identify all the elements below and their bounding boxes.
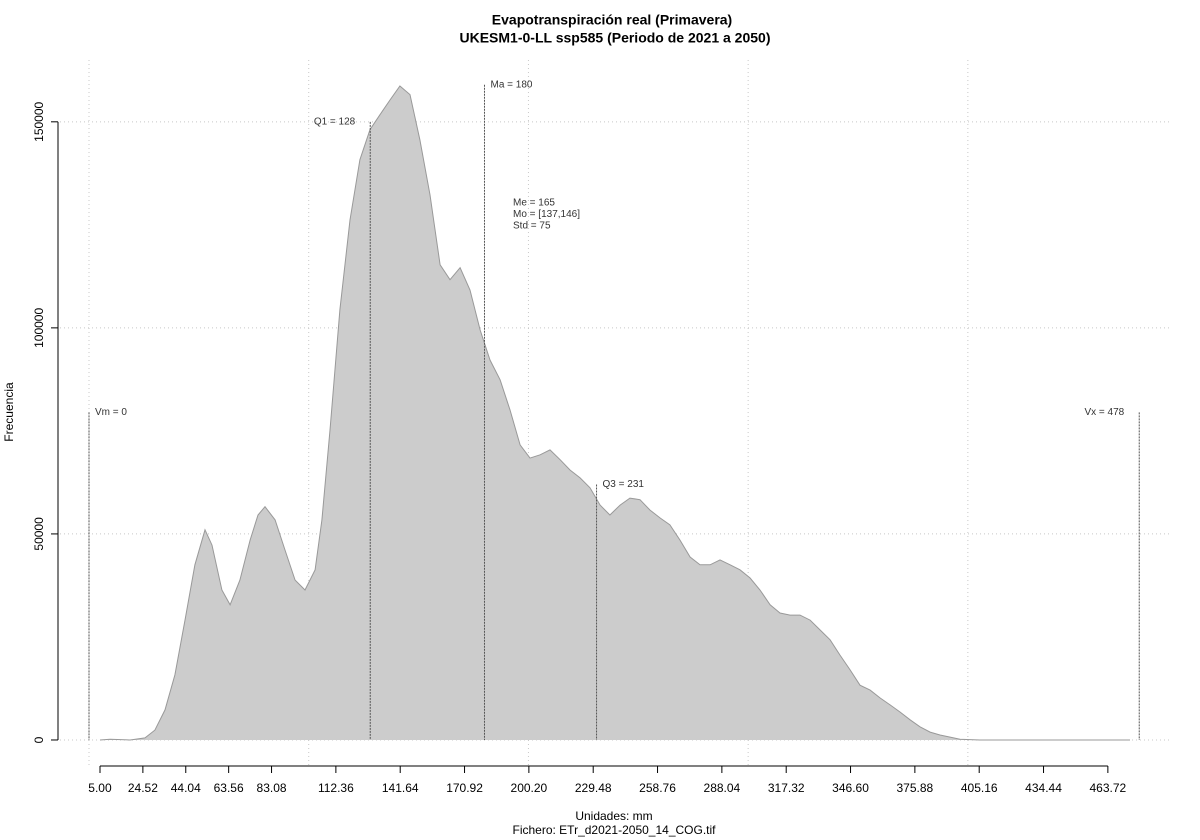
- marker-label: Q1 = 128: [314, 116, 356, 127]
- marker-label: Q3 = 231: [603, 479, 645, 490]
- x-axis-label: Unidades: mm: [575, 809, 652, 823]
- y-tick-label: 150000: [32, 101, 46, 141]
- marker-label: Vx = 478: [1084, 407, 1124, 418]
- x-tick-label: 141.64: [382, 781, 419, 795]
- x-tick-label: 170.92: [446, 781, 483, 795]
- x-tick-label: 375.88: [897, 781, 934, 795]
- x-tick-label: 44.04: [171, 781, 201, 795]
- x-tick-label: 317.32: [768, 781, 805, 795]
- x-tick-label: 405.16: [961, 781, 998, 795]
- y-tick-label: 50000: [32, 517, 46, 551]
- x-tick-label: 258.76: [639, 781, 676, 795]
- x-tick-label: 63.56: [214, 781, 244, 795]
- x-tick-label: 24.52: [128, 781, 158, 795]
- x-tick-label: 288.04: [704, 781, 741, 795]
- x-tick-label: 463.72: [1090, 781, 1127, 795]
- y-tick-label: 0: [32, 736, 46, 743]
- stat-label: Mo = [137,146]: [513, 209, 580, 220]
- stat-label: Std = 75: [513, 221, 551, 232]
- y-axis-label: Frecuencia: [2, 382, 16, 442]
- x-tick-label: 434.44: [1025, 781, 1062, 795]
- x-tick-label: 200.20: [511, 781, 548, 795]
- chart-subtitle: UKESM1-0-LL ssp585 (Periodo de 2021 a 20…: [460, 30, 771, 46]
- stat-label: Me = 165: [513, 198, 555, 209]
- x-tick-label: 112.36: [318, 781, 354, 795]
- x-tick-label: 229.48: [575, 781, 612, 795]
- x-tick-label: 5.00: [88, 781, 112, 795]
- chart-title: Evapotranspiración real (Primavera): [492, 12, 732, 28]
- marker-label: Vm = 0: [95, 407, 127, 418]
- density-area: [99, 85, 1130, 741]
- x-tick-label: 346.60: [832, 781, 869, 795]
- x-tick-label: 83.08: [257, 781, 287, 795]
- caption: Fichero: ETr_d2021-2050_14_COG.tif: [513, 823, 717, 837]
- y-tick-label: 100000: [32, 308, 46, 348]
- marker-label: Ma = 180: [490, 79, 532, 90]
